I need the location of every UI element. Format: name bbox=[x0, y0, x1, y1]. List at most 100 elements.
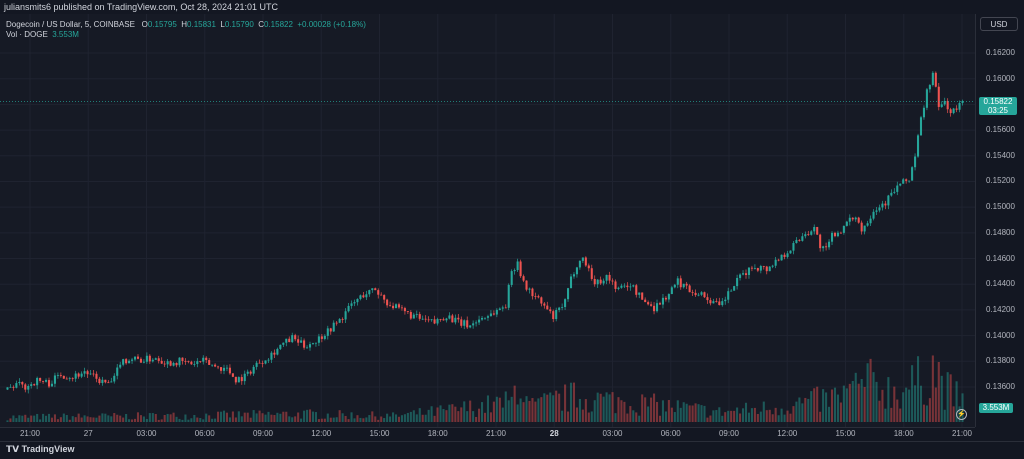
time-tick-label: 12:00 bbox=[777, 429, 798, 438]
time-tick-label: 15:00 bbox=[369, 429, 390, 438]
candle-body bbox=[676, 278, 679, 285]
time-tick-label: 21:00 bbox=[951, 429, 973, 438]
volume-bar bbox=[214, 418, 217, 422]
candle-body bbox=[439, 319, 442, 320]
candle-body bbox=[721, 301, 724, 306]
volume-bar bbox=[762, 401, 765, 422]
candle-body bbox=[306, 347, 309, 349]
volume-bar bbox=[908, 389, 911, 422]
candle-body bbox=[451, 315, 454, 323]
volume-bar bbox=[169, 414, 172, 422]
volume-bar bbox=[308, 409, 312, 422]
candle-body bbox=[572, 274, 576, 277]
candle-body bbox=[157, 358, 160, 361]
candle-body bbox=[513, 270, 516, 272]
candle-body bbox=[12, 386, 15, 388]
candle-body bbox=[700, 292, 703, 295]
volume-bar bbox=[451, 404, 454, 422]
candle-body bbox=[249, 371, 252, 374]
volume-bar bbox=[777, 415, 780, 422]
candle-body bbox=[670, 287, 673, 295]
volume-bar bbox=[593, 400, 596, 422]
volume-bar bbox=[786, 410, 789, 422]
volume-bar bbox=[854, 372, 857, 422]
volume-bar bbox=[905, 387, 908, 422]
volume-bar bbox=[326, 413, 329, 422]
candle-body bbox=[715, 301, 718, 302]
volume-bar bbox=[914, 385, 917, 422]
candle-body bbox=[344, 311, 347, 320]
volume-bar bbox=[383, 418, 386, 422]
candle-body bbox=[303, 340, 306, 348]
candle-body bbox=[492, 313, 495, 315]
candle-body bbox=[6, 387, 9, 390]
change-value: +0.00028 (+0.18%) bbox=[297, 20, 366, 29]
lightning-icon[interactable]: ⚡ bbox=[956, 409, 967, 420]
volume-bar bbox=[614, 413, 617, 422]
volume-bar bbox=[288, 416, 291, 422]
candle-body bbox=[347, 305, 350, 312]
candle-body bbox=[893, 191, 896, 193]
chart-pane[interactable] bbox=[0, 14, 975, 427]
candle-body bbox=[552, 311, 555, 320]
candle-body bbox=[839, 232, 842, 234]
candle-body bbox=[679, 278, 682, 288]
candle-body bbox=[225, 367, 229, 369]
volume-bar bbox=[501, 407, 504, 422]
volume-bar bbox=[934, 387, 937, 422]
volume-bar bbox=[356, 415, 359, 422]
tradingview-logo[interactable]: 𝗧𝗩 TradingView bbox=[6, 444, 74, 455]
candle-body bbox=[958, 103, 961, 110]
volume-bar bbox=[42, 413, 45, 422]
candle-body bbox=[890, 192, 893, 196]
volume-bar bbox=[780, 408, 783, 422]
candle-body bbox=[807, 234, 810, 235]
volume-bar bbox=[466, 411, 469, 422]
volume-bar bbox=[653, 393, 656, 422]
volume-title[interactable]: Vol · DOGE bbox=[6, 30, 48, 39]
volume-bar bbox=[344, 415, 347, 422]
volume-bar bbox=[368, 415, 371, 422]
candle-body bbox=[160, 360, 163, 364]
candle-body bbox=[83, 371, 86, 374]
candle-body bbox=[469, 325, 472, 328]
candle-body bbox=[383, 295, 386, 300]
candle-body bbox=[412, 314, 415, 319]
volume-bar bbox=[377, 419, 380, 422]
volume-bar bbox=[347, 419, 350, 422]
volume-bar bbox=[119, 415, 122, 422]
volume-bar bbox=[961, 393, 964, 422]
volume-bar bbox=[282, 411, 285, 422]
volume-bar bbox=[53, 414, 56, 422]
candle-body bbox=[288, 338, 291, 343]
candle-body bbox=[525, 280, 528, 290]
volume-bar bbox=[225, 412, 229, 422]
candle-body bbox=[403, 308, 406, 312]
candle-body bbox=[466, 320, 469, 328]
volume-bar bbox=[866, 363, 869, 422]
volume-bar bbox=[644, 397, 647, 422]
candle-body bbox=[789, 250, 792, 254]
volume-bar bbox=[359, 417, 362, 422]
time-axis[interactable] bbox=[0, 427, 975, 441]
volume-bar bbox=[561, 410, 564, 422]
candle-body bbox=[489, 313, 492, 317]
volume-bar bbox=[297, 412, 300, 422]
candle-body bbox=[611, 280, 614, 282]
candle-body bbox=[56, 375, 59, 376]
candle-body bbox=[151, 359, 154, 362]
price-axis[interactable] bbox=[975, 14, 1024, 427]
candle-body bbox=[863, 225, 866, 232]
volume-bar bbox=[56, 419, 59, 422]
candle-body bbox=[896, 185, 899, 192]
time-tick-label: 03:00 bbox=[136, 429, 157, 438]
candle-body bbox=[845, 221, 848, 226]
symbol-title[interactable]: Dogecoin / US Dollar, 5, COINBASE bbox=[6, 20, 135, 29]
candle-body bbox=[113, 375, 116, 382]
volume-bar bbox=[145, 418, 148, 422]
last-price-value: 0.15822 bbox=[983, 97, 1013, 106]
currency-button[interactable]: USD bbox=[980, 17, 1018, 31]
candle-body bbox=[418, 314, 421, 319]
candle-body bbox=[300, 340, 303, 343]
candle-body bbox=[389, 305, 392, 307]
